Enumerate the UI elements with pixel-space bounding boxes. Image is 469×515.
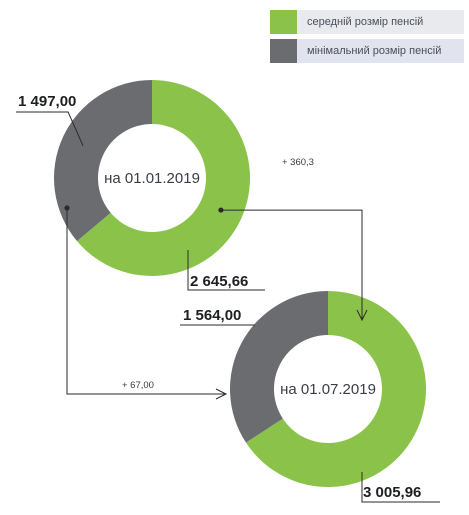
average-change-connector bbox=[220, 209, 363, 320]
donut-1-minimum-slice bbox=[54, 80, 152, 242]
minimum-change-connector-arrowhead bbox=[215, 388, 228, 400]
legend-label-average: середній розмір пенсій bbox=[297, 10, 464, 34]
average-change-label: + 360,3 bbox=[282, 157, 314, 168]
donut-1-minimum-value: 1 497,00 bbox=[18, 93, 76, 110]
donut-1-minimum-leader bbox=[16, 111, 84, 147]
minimum-change-connector bbox=[66, 208, 226, 395]
minimum-change-label: + 67,00 bbox=[122, 380, 154, 391]
donut-2-minimum-value: 1 564,00 bbox=[183, 307, 241, 324]
legend-item-average: середній розмір пенсій bbox=[270, 10, 464, 34]
donut-1-average-slice bbox=[77, 80, 251, 276]
donut-2-minimum-slice bbox=[229, 290, 328, 443]
legend-item-minimum: мінімальний розмір пенсій bbox=[270, 39, 464, 63]
donut-1-average-value: 2 645,66 bbox=[190, 273, 248, 290]
donut-group bbox=[54, 80, 426, 487]
donut-2-average-value: 3 005,96 bbox=[363, 484, 421, 501]
legend-label-minimum: мінімальний розмір пенсій bbox=[297, 39, 464, 63]
chart-legend: середній розмір пенсій мінімальний розмі… bbox=[270, 10, 464, 68]
average-change-connector-arrowhead bbox=[356, 309, 368, 322]
donut-2-center-label: на 01.07.2019 bbox=[280, 381, 376, 398]
donut-1-average-leader bbox=[187, 250, 265, 291]
donut-1-center-label: на 01.01.2019 bbox=[104, 170, 200, 187]
legend-swatch-minimum bbox=[270, 39, 297, 63]
donut-2-average-leader bbox=[361, 472, 440, 503]
legend-swatch-average bbox=[270, 10, 297, 34]
connector-lines bbox=[16, 111, 440, 503]
donut-2-average-slice bbox=[246, 291, 426, 487]
